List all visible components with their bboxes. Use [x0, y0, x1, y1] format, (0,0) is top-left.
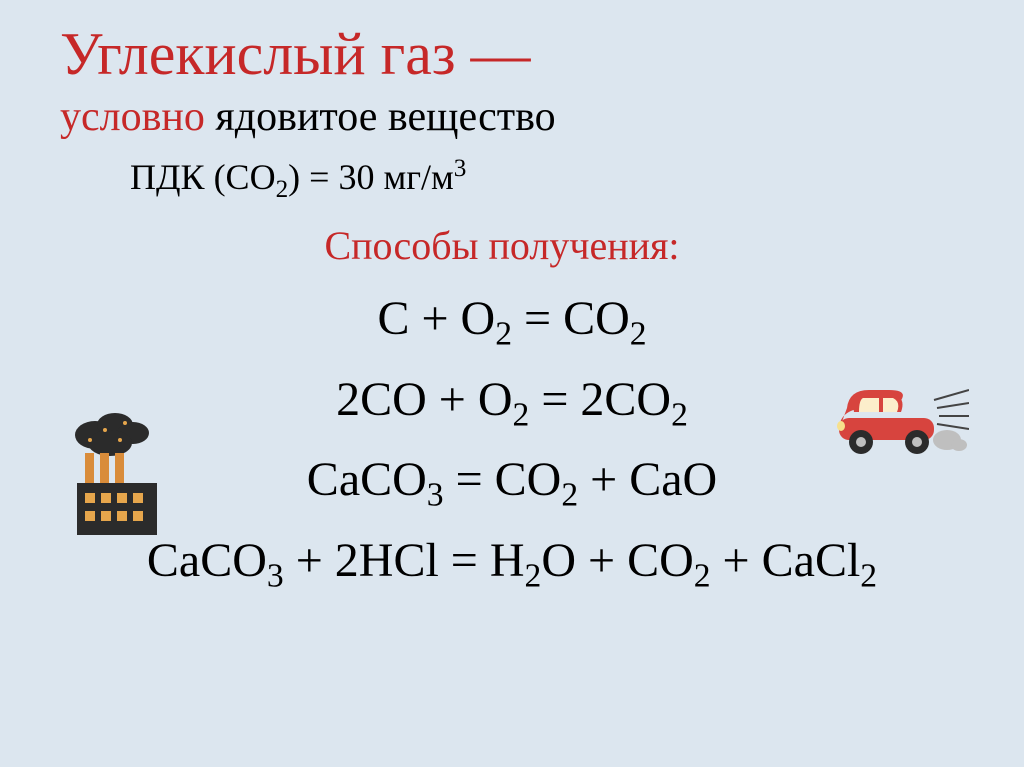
- pdk-line: ПДК (СО2) = 30 мг/м3: [130, 155, 984, 204]
- red-car-icon: [819, 370, 969, 475]
- subtitle-emphasis: условно: [60, 94, 215, 140]
- methods-heading: Способы получения:: [20, 222, 984, 269]
- factory-pollution-icon: [55, 405, 195, 550]
- equation-1: С + О2 = СО2: [40, 291, 984, 354]
- slide-subtitle: условно ядовитое вещество: [60, 93, 984, 141]
- subtitle-rest: ядовитое вещество: [215, 94, 555, 140]
- slide: Углекислый газ — условно ядовитое вещест…: [0, 0, 1024, 767]
- slide-title: Углекислый газ —: [60, 20, 984, 89]
